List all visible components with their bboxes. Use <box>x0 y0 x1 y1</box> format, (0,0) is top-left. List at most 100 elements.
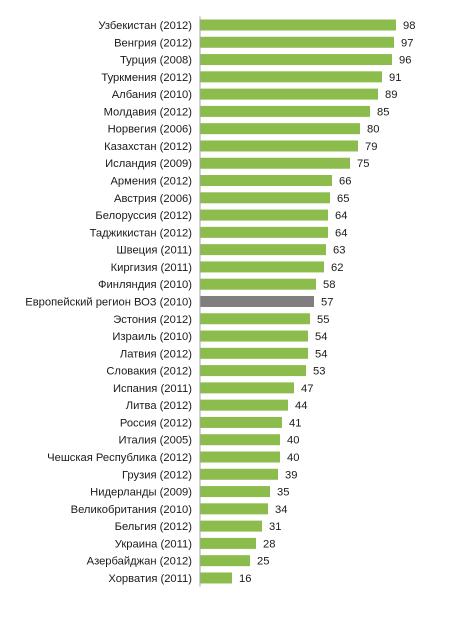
bar <box>200 192 330 204</box>
value-label: 44 <box>295 400 307 412</box>
bar <box>200 140 358 152</box>
value-label: 16 <box>239 573 251 585</box>
value-label: 97 <box>401 37 413 49</box>
category-label: Россия (2012) <box>120 417 192 429</box>
bar <box>200 123 360 135</box>
category-label: Украина (2011) <box>115 538 192 550</box>
category-label: Молдавия (2012) <box>104 106 193 118</box>
value-label: 63 <box>333 245 345 257</box>
category-label: Казахстан (2012) <box>104 141 192 153</box>
bar <box>200 382 294 394</box>
category-label: Великобритания (2010) <box>71 504 193 516</box>
value-labels-group: 98 97 96 91 89 85 80 79 75 66 65 64 64 63 62 58 57 55 54 54… <box>239 20 415 585</box>
value-label: 64 <box>335 227 347 239</box>
category-label: Финляндия (2010) <box>98 279 192 291</box>
bar <box>200 503 268 515</box>
category-label: Латвия (2012) <box>120 348 192 360</box>
value-label: 58 <box>323 279 335 291</box>
bar <box>200 330 308 342</box>
category-label: Венгрия (2012) <box>114 37 192 49</box>
category-label: Киргизия (2011) <box>111 262 193 274</box>
bar <box>200 261 324 273</box>
category-label: Европейский регион ВОЗ (2010) <box>25 296 192 308</box>
category-label: Австрия (2006) <box>114 193 192 205</box>
category-label: Нидерланды (2009) <box>90 487 192 499</box>
bar <box>200 105 370 117</box>
category-label: Литва (2012) <box>126 400 192 412</box>
category-label: Белоруссия (2012) <box>95 210 192 222</box>
category-label: Хорватия (2011) <box>108 573 192 585</box>
category-label: Азербайджан (2012) <box>87 556 193 568</box>
bar <box>200 572 232 584</box>
category-label: Грузия (2012) <box>122 469 192 481</box>
bar <box>200 434 280 446</box>
category-label: Израиль (2010) <box>112 331 192 343</box>
value-label: 39 <box>285 469 297 481</box>
value-label: 79 <box>365 141 377 153</box>
value-label: 65 <box>337 193 349 205</box>
bar-highlight <box>200 295 314 307</box>
category-label: Туркмения (2012) <box>101 72 192 84</box>
value-label: 85 <box>377 106 389 118</box>
category-label: Италия (2005) <box>118 435 192 447</box>
category-label: Исландия (2009) <box>105 158 192 170</box>
value-label: 35 <box>277 487 289 499</box>
value-label: 34 <box>275 504 287 516</box>
bar <box>200 468 278 480</box>
bar <box>200 451 280 463</box>
category-label: Эстония (2012) <box>113 314 192 326</box>
bar <box>200 347 308 359</box>
bars-group <box>200 19 396 584</box>
category-label: Армения (2012) <box>110 176 192 188</box>
bar <box>200 244 326 256</box>
value-label: 66 <box>339 176 351 188</box>
category-label: Швеция (2011) <box>116 245 192 257</box>
bar <box>200 157 350 169</box>
value-label: 75 <box>357 158 369 170</box>
category-label: Чешская Республика (2012) <box>47 452 192 464</box>
bar <box>200 486 270 498</box>
bar <box>200 416 282 428</box>
category-label: Словакия (2012) <box>106 366 192 378</box>
bar <box>200 278 316 290</box>
bar <box>200 399 288 411</box>
bar <box>200 19 396 31</box>
value-label: 53 <box>313 366 325 378</box>
bar <box>200 520 262 532</box>
bar <box>200 71 382 83</box>
category-label: Узбекистан (2012) <box>98 20 192 32</box>
value-label: 31 <box>269 521 281 533</box>
value-label: 40 <box>287 452 299 464</box>
bar <box>200 226 328 238</box>
category-label: Бельгия (2012) <box>115 521 193 533</box>
value-label: 64 <box>335 210 347 222</box>
value-label: 40 <box>287 435 299 447</box>
value-label: 54 <box>315 331 327 343</box>
value-label: 54 <box>315 348 327 360</box>
bar <box>200 537 256 549</box>
value-label: 91 <box>389 72 401 84</box>
bar <box>200 54 392 66</box>
bar <box>200 313 310 325</box>
category-label: Турция (2008) <box>120 55 192 67</box>
value-label: 98 <box>403 20 415 32</box>
bar <box>200 209 328 221</box>
bar <box>200 555 250 567</box>
category-label: Норвегия (2006) <box>108 124 193 136</box>
value-label: 41 <box>289 417 301 429</box>
category-label: Албания (2010) <box>112 89 193 101</box>
value-label: 55 <box>317 314 329 326</box>
value-label: 47 <box>301 383 313 395</box>
bar <box>200 175 332 187</box>
category-labels-group: Узбекистан (2012) Венгрия (2012) Турция (2… <box>25 20 192 585</box>
bar <box>200 88 378 100</box>
category-label: Испания (2011) <box>113 383 192 395</box>
value-label: 80 <box>367 124 379 136</box>
value-label: 89 <box>385 89 397 101</box>
value-label: 28 <box>263 538 275 550</box>
value-label: 25 <box>257 556 269 568</box>
value-label: 57 <box>321 296 333 308</box>
bar <box>200 365 306 377</box>
category-label: Таджикистан (2012) <box>90 227 193 239</box>
